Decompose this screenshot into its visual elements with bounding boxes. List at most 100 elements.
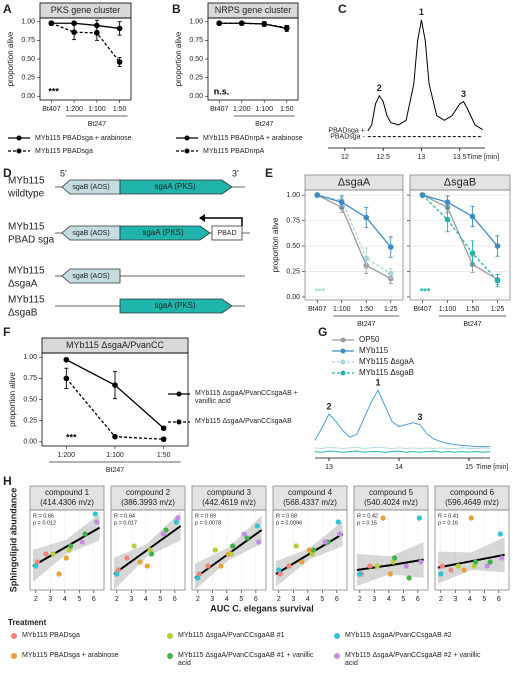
- x-tick-label: 1:100: [88, 106, 106, 113]
- data-point: [216, 20, 223, 27]
- fit-line: [356, 558, 424, 571]
- data-point: [160, 425, 167, 432]
- data-point: [71, 29, 77, 35]
- facet-title: compound 1: [45, 488, 90, 497]
- data-point: [205, 563, 211, 569]
- x-tick-label: 13.5: [453, 154, 467, 161]
- data-point: [175, 515, 181, 521]
- x-tick-label: 3: [372, 596, 376, 603]
- three-prime: 3': [232, 168, 239, 178]
- y-tick-label: 0.75: [189, 37, 203, 44]
- x-axis-title: AUC C. elegans survival: [210, 603, 314, 613]
- data-point: [444, 216, 451, 223]
- legend-swatch: [16, 135, 22, 141]
- data-point: [195, 575, 201, 581]
- data-point: [494, 243, 501, 249]
- legend-label: MYb115 ΔsgaA/PvanCCsgaAB #2 + vanillic a…: [345, 652, 481, 667]
- y-tick-label: 0.25: [189, 74, 203, 81]
- annotation: n.s.: [214, 86, 230, 96]
- gene-sgaa: [119, 179, 233, 195]
- plot-frame: [409, 189, 511, 301]
- data-point: [56, 571, 62, 577]
- row-label: PBAD sga: [8, 235, 55, 246]
- y-axis-title: proportion alive: [174, 31, 183, 86]
- legend-label: MYb115 PBADsga + arabinose: [35, 135, 132, 142]
- data-point: [131, 543, 137, 549]
- data-point: [367, 563, 373, 569]
- facet-subtitle: (596.4649 m/z): [445, 498, 499, 507]
- legend-label: OP50: [359, 335, 380, 344]
- data-point: [306, 547, 312, 553]
- data-point: [254, 523, 260, 529]
- data-point: [380, 515, 386, 521]
- promoter-arrowhead: [199, 214, 205, 222]
- data-point: [487, 559, 493, 565]
- data-point: [82, 531, 88, 537]
- legend-swatch: [340, 348, 346, 354]
- series-line: [51, 22, 121, 63]
- trace: [367, 19, 483, 132]
- data-point: [311, 547, 317, 553]
- gene-sgaa: [119, 225, 211, 241]
- row-label: MYb115: [8, 222, 45, 233]
- data-point: [363, 214, 370, 221]
- group-label: Bt247: [106, 467, 124, 474]
- stat-label: p = 0.0096: [276, 520, 302, 526]
- legend-label: MYb115 PBADnrpA: [203, 148, 265, 155]
- stat-label: p = 0.0078: [195, 520, 221, 526]
- legend-swatch: [340, 370, 346, 376]
- trace-label: PBADsga +: [328, 128, 364, 135]
- y-tick-label: 1.00: [286, 192, 300, 199]
- facet-subtitle: (386.3993 m/z): [121, 498, 175, 507]
- data-point: [160, 436, 167, 443]
- legend-swatch: [167, 653, 173, 659]
- gene-label: sgaA (PKS): [154, 182, 196, 191]
- x-tick-label: 1:50: [466, 306, 480, 313]
- x-tick-label: 6: [173, 596, 177, 603]
- y-tick-label: 0.75: [23, 375, 37, 382]
- y-tick-label: 0.50: [189, 56, 203, 63]
- data-point: [283, 24, 290, 31]
- data-point: [469, 250, 476, 256]
- data-point: [63, 375, 70, 382]
- x-tick-label: 1:50: [157, 452, 171, 459]
- panel-d: D 5' 3' MYb115 wildtype sgaB (AOS) sgaA …: [3, 166, 250, 319]
- data-point: [403, 563, 409, 569]
- legend-label: MYb115 ΔsgaA/PvanCCsgaAB #1: [178, 632, 285, 639]
- facet-title: NRPS gene cluster: [215, 5, 292, 15]
- facet-title: PKS gene cluster: [51, 5, 121, 15]
- plot-frame: [110, 509, 186, 591]
- stat-label: R = 0.69: [195, 513, 216, 519]
- legend-label: MYb115 ΔsgaA/PvanCCsgaAB: [195, 418, 292, 425]
- panel-label: G: [318, 325, 327, 339]
- y-tick-label: 0.25: [23, 417, 37, 424]
- x-tick-label: 4: [225, 596, 229, 603]
- data-point: [286, 563, 292, 569]
- fit-line: [113, 525, 182, 575]
- data-point: [469, 213, 476, 220]
- data-point: [357, 571, 363, 577]
- row-label: ΔsgaB: [8, 308, 38, 319]
- data-point: [112, 433, 118, 440]
- legend-swatch: [184, 148, 190, 154]
- x-tick-label: 4: [144, 596, 148, 603]
- data-point: [137, 559, 143, 565]
- data-point: [218, 563, 224, 569]
- legend-swatch: [340, 337, 346, 343]
- data-point: [163, 527, 169, 533]
- data-point: [444, 199, 451, 206]
- x-tick-label: 5: [320, 596, 324, 603]
- series-line: [51, 22, 120, 30]
- gene-label: sgaB (AOS): [72, 273, 109, 280]
- data-point: [79, 539, 85, 545]
- stat-label: p = 0.15: [357, 520, 377, 526]
- data-point: [196, 571, 202, 577]
- peak-label: 1: [419, 7, 424, 17]
- panel-label: A: [3, 2, 12, 16]
- x-tick-label: 2: [277, 596, 281, 603]
- legend-swatch: [340, 359, 346, 365]
- x-tick-label: 3: [291, 596, 295, 603]
- x-tick-label: 6: [335, 596, 339, 603]
- data-point: [48, 20, 55, 27]
